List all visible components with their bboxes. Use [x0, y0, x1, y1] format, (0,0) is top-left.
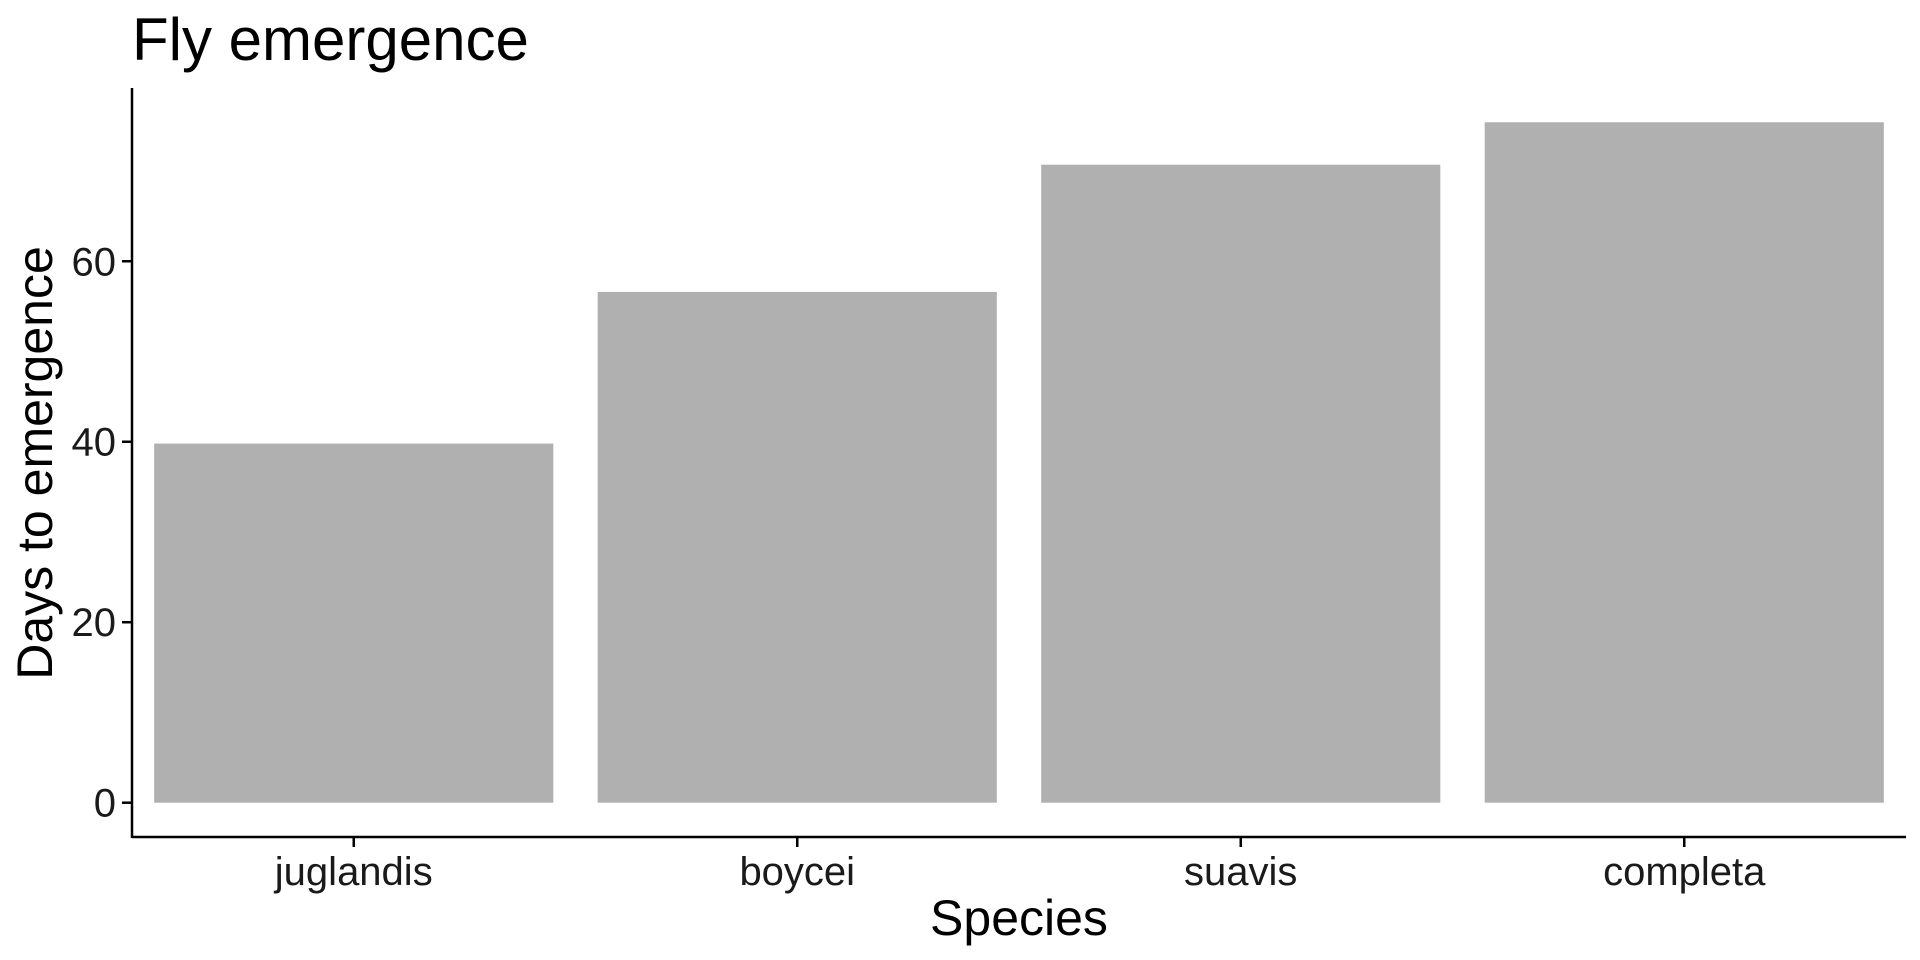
y-axis-label: Days to emergence	[7, 246, 63, 680]
x-tick-label-completa: completa	[1603, 850, 1766, 894]
y-tick-label-60: 60	[72, 240, 117, 284]
x-tick-label-suavis: suavis	[1184, 850, 1297, 894]
chart-title: Fly emergence	[132, 6, 529, 73]
ticks-layer: juglandis boycei suavis completa 0 20 40 60	[72, 240, 1767, 894]
bar-suavis	[1041, 164, 1441, 803]
x-tick-label-boycei: boycei	[739, 850, 855, 894]
y-tick-label-0: 0	[94, 782, 116, 826]
x-axis-label: Species	[930, 890, 1108, 946]
x-tick-label-juglandis: juglandis	[274, 850, 433, 894]
y-tick-label-40: 40	[72, 421, 117, 465]
bar-boycei	[597, 291, 997, 803]
y-tick-label-20: 20	[72, 601, 117, 645]
bars-layer	[154, 122, 1884, 803]
bar-juglandis	[154, 443, 554, 803]
bar-completa	[1484, 122, 1884, 803]
